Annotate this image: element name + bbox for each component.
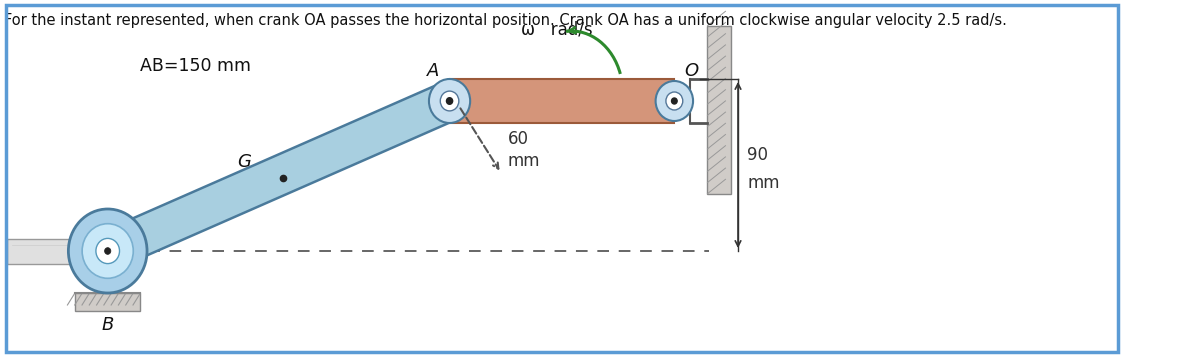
- Bar: [7, 239, 73, 263]
- Text: 90: 90: [748, 146, 768, 164]
- Text: B: B: [102, 316, 114, 334]
- Text: mm: mm: [508, 152, 540, 170]
- Circle shape: [440, 91, 458, 111]
- Text: For the instant represented, when crank OA passes the horizontal position. Crank: For the instant represented, when crank …: [4, 14, 1007, 28]
- Circle shape: [96, 239, 120, 263]
- Circle shape: [82, 224, 133, 278]
- Text: AB=150 mm: AB=150 mm: [140, 57, 252, 75]
- Polygon shape: [101, 83, 457, 269]
- Text: ω   rad/s: ω rad/s: [522, 20, 593, 38]
- Text: 60: 60: [508, 130, 529, 148]
- Bar: [450, 79, 674, 123]
- Circle shape: [666, 92, 683, 110]
- Circle shape: [672, 98, 677, 104]
- Circle shape: [68, 209, 148, 293]
- Text: G: G: [236, 153, 251, 171]
- Circle shape: [446, 98, 452, 104]
- Circle shape: [428, 79, 470, 123]
- Circle shape: [655, 81, 694, 121]
- Text: O: O: [684, 62, 698, 80]
- Bar: [74, 293, 140, 311]
- Text: A: A: [426, 62, 439, 80]
- Text: mm: mm: [748, 174, 780, 192]
- Circle shape: [104, 248, 110, 254]
- Bar: [707, 26, 731, 194]
